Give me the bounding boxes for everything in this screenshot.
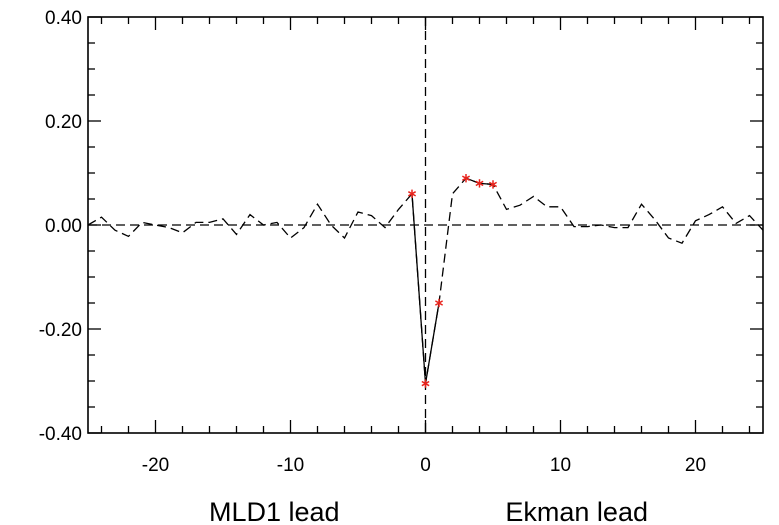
marker-layer [407, 174, 498, 388]
series-layer [87, 177, 764, 384]
x-tick-label: 20 [685, 455, 706, 476]
significance-marker [421, 379, 430, 388]
x-tick-label: 0 [420, 455, 431, 476]
y-tick-label: -0.20 [39, 320, 82, 341]
x-tick-label: 10 [550, 455, 571, 476]
y-tick-label: 0.00 [45, 216, 82, 237]
y-tick-label: -0.40 [39, 424, 82, 445]
y-tick-label: 0.20 [45, 112, 82, 133]
significance-marker [434, 298, 444, 308]
reference-lines [88, 17, 763, 433]
significance-marker [461, 174, 471, 183]
tick-labels: -20 -10 0 10 20 -0.40 -0.20 0.00 0.20 0.40 [39, 8, 706, 476]
x-tick-label: -20 [142, 455, 169, 476]
plot-frame [87, 16, 764, 434]
significance-marker [475, 179, 484, 188]
x-tick-label: -10 [277, 455, 304, 476]
significance-marker [407, 189, 417, 198]
x-axis-label-right: Ekman lead [505, 497, 648, 525]
dashed-series-line [87, 177, 764, 384]
significance-marker [488, 180, 498, 189]
y-tick-label: 0.40 [45, 8, 82, 29]
x-axis-label-left: MLD1 lead [209, 497, 340, 525]
